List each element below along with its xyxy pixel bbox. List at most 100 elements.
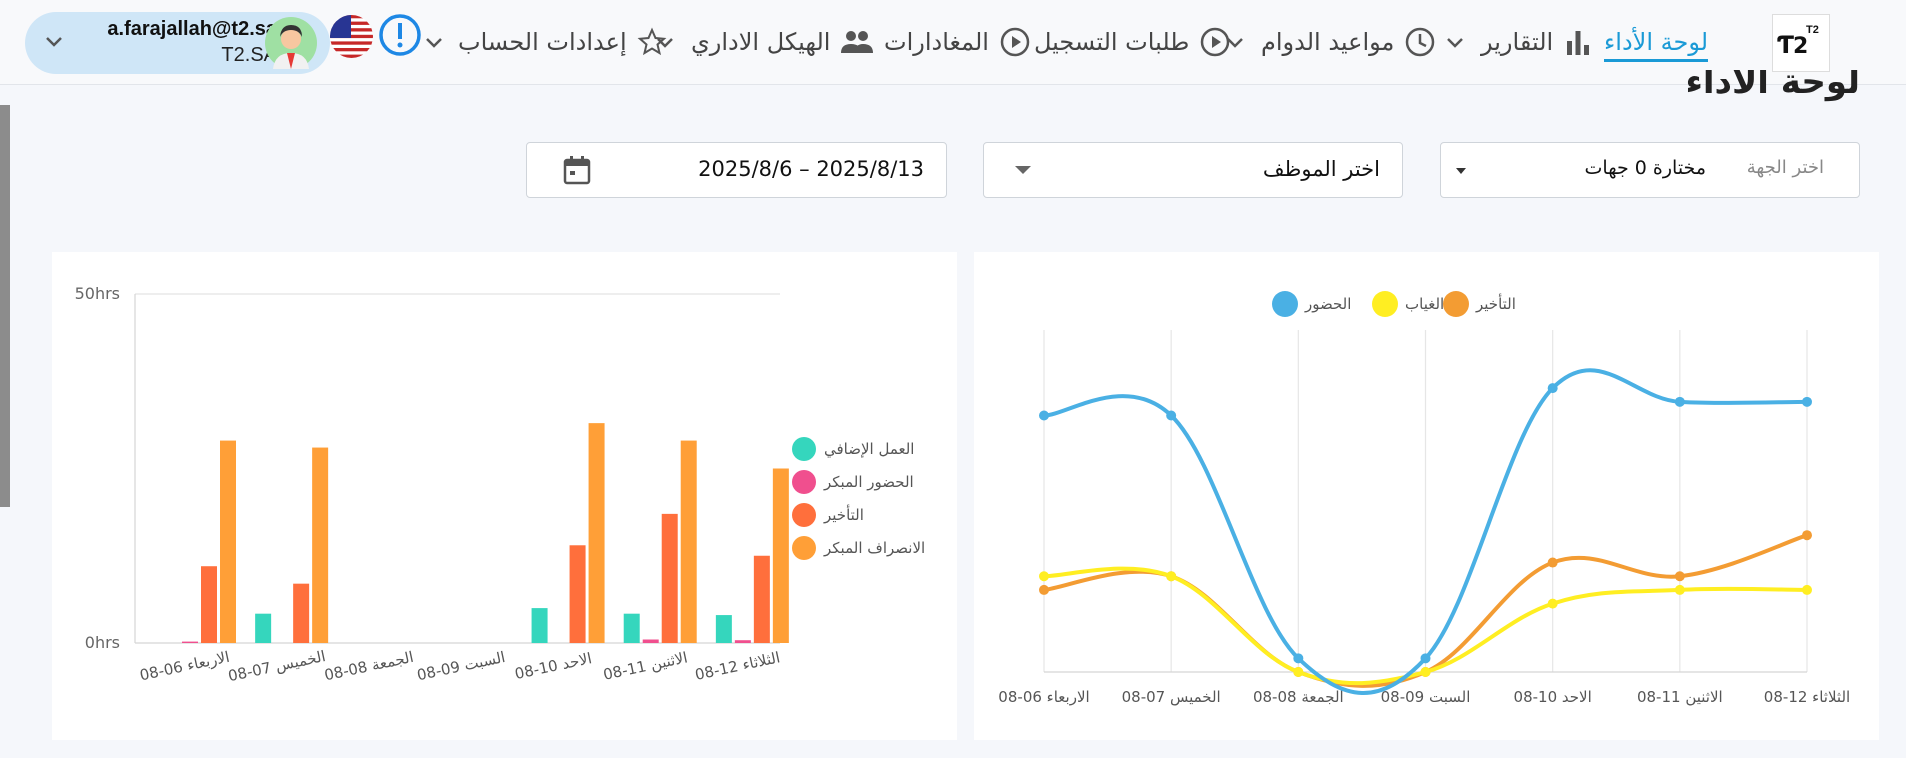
bar (753, 555, 770, 643)
data-point (1547, 383, 1558, 394)
data-point (1674, 584, 1685, 595)
svg-text:2: 2 (1793, 34, 1808, 59)
y-tick-label: 50hrs (75, 284, 120, 303)
logo-mark: Ƭ 2 (1777, 31, 1808, 59)
x-tick-label: الاربعاء 06-08 (998, 688, 1089, 706)
top-navbar: a.farajallah@t2.sa T2.SA إعدادات الحساب (0, 0, 1906, 85)
bar (201, 566, 217, 643)
x-tick-label: الجمعة 08-08 (1253, 688, 1344, 706)
x-tick-label: الاحد 10-08 (1514, 688, 1592, 706)
bar (642, 639, 659, 643)
bar (569, 545, 586, 643)
chevron-down-icon[interactable] (43, 30, 65, 52)
department-label: اختر الجهة (1746, 157, 1824, 178)
x-tick-label: الخميس 07-08 (1122, 688, 1221, 706)
legend-swatch (1272, 291, 1298, 317)
x-tick-label: الاربعاء 06-08 (138, 648, 231, 685)
bar (623, 613, 640, 643)
data-point (1802, 396, 1812, 407)
department-value: مختارة 0 جهات (1584, 157, 1706, 179)
bar (680, 440, 697, 643)
user-email: a.farajallah@t2.sa (107, 18, 277, 40)
page-title: لوحة الأداء (1685, 70, 1861, 102)
legend-label: الغياب (1405, 295, 1444, 313)
legend-swatch (792, 503, 816, 527)
x-tick-label: الاثنين 11-08 (602, 648, 690, 683)
bar (293, 583, 310, 643)
bar (220, 440, 236, 643)
department-select[interactable]: مختارة 0 جهات اختر الجهة (1440, 142, 1860, 198)
user-org: T2.SA (221, 44, 277, 66)
calendar-icon[interactable] (563, 155, 591, 185)
alert-icon[interactable] (378, 13, 422, 57)
x-tick-label: السبت 09-08 (1381, 688, 1471, 706)
caret-down-icon (1015, 166, 1031, 174)
data-point (1802, 530, 1812, 541)
data-point (1547, 557, 1558, 568)
nav-org-structure[interactable]: الهيكل الاداري (691, 0, 874, 84)
bar (182, 641, 198, 643)
bar (588, 423, 605, 643)
logo-text: T2 (1806, 24, 1819, 36)
svg-text:Ƭ: Ƭ (1777, 31, 1794, 59)
x-tick-label: الاثنين 11-08 (1637, 688, 1723, 706)
data-point (1039, 584, 1049, 595)
data-point (1039, 410, 1049, 421)
legend-label: العمل الإضافي (824, 440, 914, 459)
legend-label: التأخير (1475, 293, 1516, 313)
clock-icon (1406, 27, 1435, 57)
legend-swatch (792, 437, 816, 461)
chevron-down-icon[interactable] (423, 31, 445, 53)
line-chart-card: الاربعاء 06-08 الخميس 07-08 الجمعة 08-08 ال… (974, 252, 1879, 740)
play-circle-icon (1000, 27, 1030, 57)
nav-reports[interactable]: التقارير (1481, 0, 1593, 84)
chevron-down-icon[interactable] (654, 31, 676, 53)
nav-registration-requests[interactable]: طلبات التسجيل (1034, 0, 1231, 84)
date-range-picker[interactable]: 2025/8/6 – 2025/8/13 (526, 142, 947, 198)
nav-dashboard[interactable]: لوحة الأداء (1604, 0, 1709, 84)
date-range-value: 2025/8/6 – 2025/8/13 (698, 157, 924, 181)
legend-swatch (792, 536, 816, 560)
data-point (1166, 410, 1177, 421)
star-icon (637, 27, 667, 56)
chevron-down-icon[interactable] (1224, 31, 1246, 53)
chevron-down-icon[interactable] (1444, 31, 1466, 53)
data-point (1802, 584, 1812, 595)
data-point (1039, 571, 1049, 582)
x-tick-label: الجمعة 08-08 (323, 648, 416, 684)
bar (715, 615, 732, 643)
legend-label: الحضور المبكر (823, 473, 914, 491)
play-circle-icon (1201, 27, 1230, 57)
nav-departures[interactable]: المغادارات (884, 0, 1031, 84)
x-tick-label: الاحد 10-08 (513, 649, 593, 683)
x-tick-label: السبت 09-08 (415, 648, 507, 684)
x-tick-label: الثلاثاء 12-08 (1764, 688, 1850, 706)
company-logo[interactable]: Ƭ 2 T2 (1772, 14, 1830, 72)
data-point (1674, 396, 1685, 407)
data-point (1293, 667, 1304, 677)
avatar[interactable] (265, 17, 317, 69)
legend-swatch (1443, 291, 1469, 317)
bar-chart-icon (1567, 31, 1590, 55)
data-point (1293, 653, 1304, 664)
data-point (1547, 598, 1558, 609)
scrollbar[interactable] (0, 105, 10, 507)
nav-work-schedules[interactable]: مواعيد الدوام (1261, 0, 1436, 84)
y-tick-label: 0hrs (85, 633, 120, 652)
data-point (1674, 571, 1685, 582)
x-tick-label: الخميس 07-08 (226, 647, 327, 685)
legend-label: الانصراف المبكر (823, 539, 925, 557)
bar (772, 468, 789, 643)
employee-select[interactable]: اختر الموظف (983, 142, 1403, 198)
x-tick-label: الثلاثاء 12-08 (693, 648, 781, 684)
us-flag-icon[interactable] (330, 15, 373, 58)
people-icon (841, 31, 874, 53)
legend-label: التأخير (823, 504, 864, 524)
bar (531, 608, 548, 643)
user-menu[interactable]: a.farajallah@t2.sa T2.SA (25, 12, 330, 74)
bar (734, 640, 751, 643)
nav-account-settings[interactable]: إعدادات الحساب (458, 0, 667, 84)
bar (255, 613, 272, 643)
legend-swatch (792, 470, 816, 494)
